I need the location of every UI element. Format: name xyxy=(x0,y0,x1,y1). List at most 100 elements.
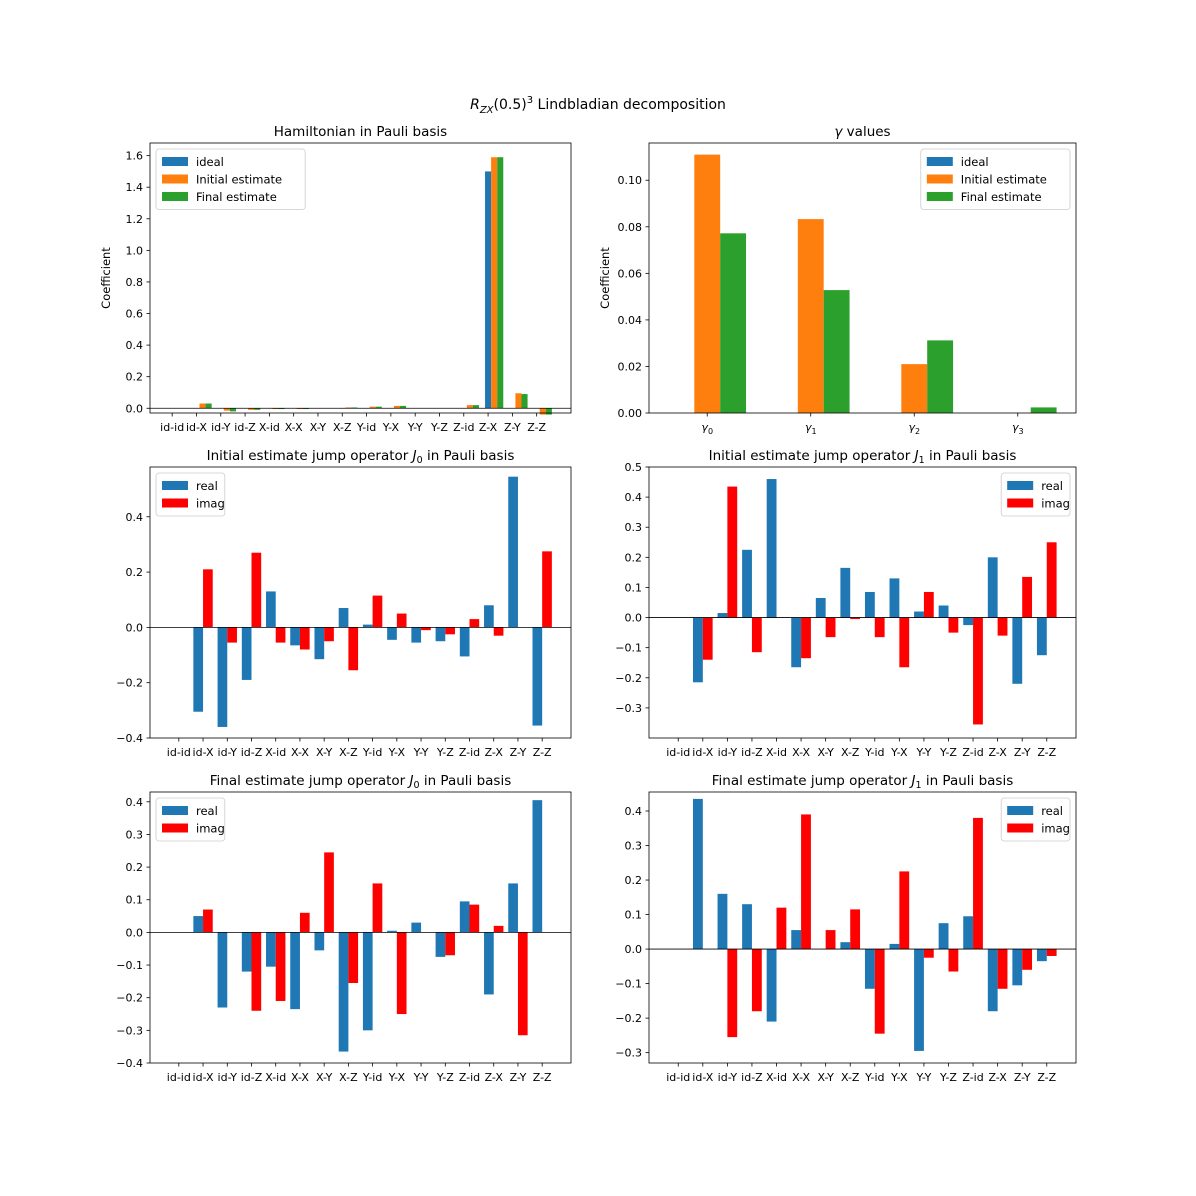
bar-imag-x-z xyxy=(348,627,359,671)
legend-label: ideal xyxy=(196,155,224,169)
bar-final-estimate-γ3 xyxy=(1030,407,1057,413)
bar-final-estimate-z-y xyxy=(521,394,528,409)
bar-real-x-x xyxy=(791,930,802,950)
bar-final-estimate-id-y xyxy=(229,408,236,412)
y-tick-label: 0.4 xyxy=(126,339,144,352)
bar-final-estimate-γ0 xyxy=(720,233,747,413)
legend-swatch xyxy=(162,157,188,166)
x-tick-label: Y-Y xyxy=(413,746,429,759)
chart-panels: 0.00.20.40.60.81.01.21.41.6id-id id-X id-Y… xyxy=(99,124,1077,1084)
legend-label: Initial estimate xyxy=(961,173,1047,187)
bar-real-z-x xyxy=(987,557,998,618)
legend-swatch xyxy=(1007,481,1034,490)
x-tick-label: id-X xyxy=(193,1071,214,1084)
y-tick-label: 0.0 xyxy=(625,943,643,956)
bar-initial-estimate-z-id xyxy=(466,405,473,409)
y-tick-label: −0.3 xyxy=(116,1024,143,1037)
y-tick-label: −0.1 xyxy=(116,959,143,972)
bar-imag-z-y xyxy=(1022,949,1033,970)
bar-imag-id-z xyxy=(751,949,762,1012)
bar-final-estimate-z-id xyxy=(472,405,479,409)
bar-imag-z-z xyxy=(542,551,552,628)
bar-initial-estimate-γ0 xyxy=(694,154,721,413)
bar-real-y-y xyxy=(411,627,422,643)
bar-imag-y-id xyxy=(372,595,383,628)
x-tick-label: Y-X xyxy=(388,1071,406,1084)
bar-imag-x-x xyxy=(299,627,310,650)
bar-real-x-id xyxy=(266,932,276,967)
bar-imag-z-x xyxy=(997,949,1008,989)
y-tick-label: 0.06 xyxy=(618,267,643,280)
bar-real-x-id xyxy=(266,591,276,628)
bar-real-z-id xyxy=(963,617,974,626)
bar-real-z-id xyxy=(963,916,974,950)
x-tick-label: Z-id xyxy=(453,421,474,434)
bar-imag-z-id xyxy=(973,617,983,725)
bar-imag-y-z xyxy=(948,949,959,972)
y-tick-label: −0.2 xyxy=(615,672,642,685)
x-tick-label: Z-Y xyxy=(510,1071,527,1084)
bar-imag-x-x xyxy=(801,617,811,659)
x-tick-label: X-Z xyxy=(339,746,358,759)
legend-swatch xyxy=(1007,806,1034,815)
x-tick-label: X-Z xyxy=(333,421,352,434)
x-tick-label: γ1 xyxy=(805,421,817,436)
bar-imag-y-x xyxy=(899,871,910,950)
bar-real-y-id xyxy=(362,932,373,1031)
y-tick-label: 1.4 xyxy=(126,181,144,194)
bar-real-x-y xyxy=(314,932,325,951)
bar-real-id-y xyxy=(717,893,728,950)
x-tick-label: id-Y xyxy=(218,746,238,759)
y-tick-label: 1.2 xyxy=(126,213,144,226)
x-tick-label: id-Z xyxy=(741,746,763,759)
x-tick-label: Y-Z xyxy=(939,1071,957,1084)
legend-swatch xyxy=(162,174,188,184)
y-tick-label: 0.00 xyxy=(618,407,643,420)
x-tick-label: Z-Z xyxy=(527,421,546,434)
legend: ideal Initial estimate Final estimate xyxy=(920,148,1071,210)
legend-label: real xyxy=(1041,804,1063,818)
x-tick-label: X-X xyxy=(291,746,309,759)
bar-imag-id-z xyxy=(751,617,762,653)
bar-real-y-id xyxy=(864,591,875,618)
legend-label: imag xyxy=(1041,497,1070,511)
x-tick-label: Z-id xyxy=(459,1071,480,1084)
y-axis-label: Coefficient xyxy=(99,247,113,309)
x-tick-label: Z-X xyxy=(485,746,504,759)
x-tick-label: id-id xyxy=(167,1071,191,1084)
x-tick-label: Z-X xyxy=(988,1071,1007,1084)
y-tick-label: −0.2 xyxy=(116,992,143,1005)
x-tick-label: Z-Z xyxy=(1037,1071,1056,1084)
x-tick-label: Z-X xyxy=(485,1071,504,1084)
x-tick-label: Z-Y xyxy=(1014,746,1031,759)
bar-real-y-z xyxy=(938,923,949,950)
y-tick-label: −0.2 xyxy=(615,1012,642,1025)
y-tick-label: −0.1 xyxy=(615,978,642,991)
legend-label: imag xyxy=(196,497,225,511)
x-tick-label: X-id xyxy=(766,746,787,759)
bar-real-y-y xyxy=(914,611,924,618)
axes-frame xyxy=(648,142,1077,414)
y-axis-label: Coefficient xyxy=(598,247,612,309)
bar-imag-y-y xyxy=(923,591,934,618)
bar-imag-z-z xyxy=(1046,542,1057,618)
bar-real-x-z xyxy=(338,608,349,628)
bar-real-z-id xyxy=(459,627,470,657)
x-tick-label: id-id xyxy=(167,746,191,759)
bar-imag-x-z xyxy=(850,617,861,620)
y-tick-label: 0.0 xyxy=(126,402,144,415)
x-tick-label: id-id xyxy=(666,746,690,759)
bar-imag-z-y xyxy=(517,932,528,1036)
x-tick-label: X-Y xyxy=(316,1071,333,1084)
bar-imag-z-id xyxy=(469,619,480,628)
legend: real imag xyxy=(155,472,226,517)
bar-real-y-z xyxy=(435,627,446,642)
legend-swatch xyxy=(162,192,188,201)
bar-real-id-z xyxy=(241,932,252,972)
bar-real-z-y xyxy=(1012,617,1023,684)
x-tick-label: X-id xyxy=(265,1071,286,1084)
bar-initial-estimate-z-x xyxy=(491,157,498,409)
x-tick-label: Y-Y xyxy=(413,1071,429,1084)
legend-label: imag xyxy=(1041,822,1070,836)
x-tick-label: Z-X xyxy=(479,421,498,434)
